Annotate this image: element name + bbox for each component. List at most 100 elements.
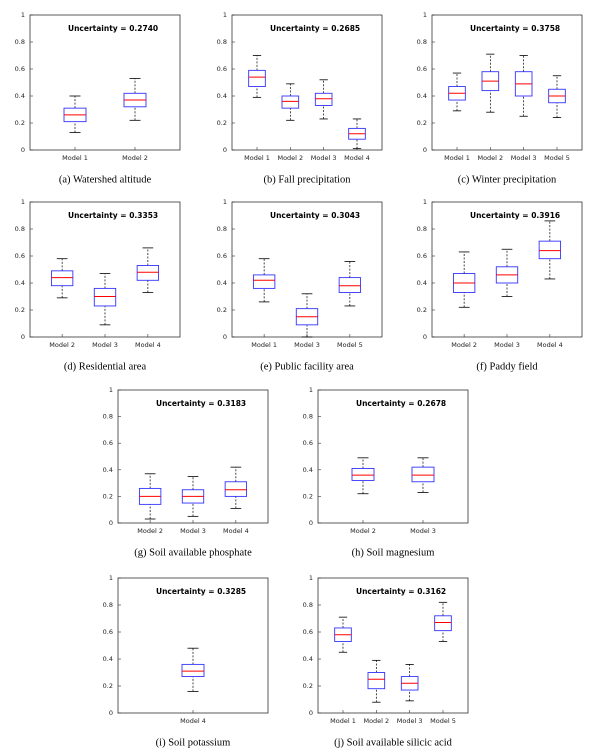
y-tick-label: 0.4	[217, 92, 227, 100]
y-tick-label: 0.4	[103, 655, 113, 663]
y-tick-label: 0.4	[15, 92, 25, 100]
y-tick-label: 0.6	[417, 65, 427, 73]
annotation: Uncertainty = 0.3162	[356, 587, 446, 596]
x-tick-label: Model 5	[544, 154, 570, 162]
annotation: Uncertainty = 0.3758	[470, 24, 560, 33]
box	[314, 92, 333, 106]
y-tick-label: 0.8	[303, 413, 313, 421]
y-tick-label: 1	[423, 198, 427, 206]
x-tick-label: Model 1	[251, 341, 277, 349]
x-tick-label: Model 3	[92, 341, 118, 349]
y-tick-label: 0.6	[303, 439, 313, 447]
y-tick-label: 1	[309, 386, 313, 394]
y-tick-label: 0.6	[217, 65, 227, 73]
y-tick-label: 0.2	[103, 492, 113, 500]
x-tick-label: Model 3	[410, 527, 436, 535]
y-tick-label: 0.6	[303, 628, 313, 636]
y-tick-label: 0.2	[217, 119, 227, 127]
box	[367, 672, 386, 690]
y-tick-label: 0.4	[417, 279, 427, 287]
caption: (j) Soil available silicic acid	[334, 737, 453, 748]
x-tick-label: Model 3	[180, 527, 206, 535]
x-tick-label: Model 1	[330, 717, 356, 725]
x-tick-label: Model 2	[49, 341, 75, 349]
y-tick-label: 0.4	[303, 466, 313, 474]
plot-frame	[29, 14, 181, 151]
x-tick-label: Model 1	[444, 154, 470, 162]
y-tick-label: 0.2	[303, 682, 313, 690]
y-tick-label: 0.2	[103, 682, 113, 690]
x-tick-label: Model 4	[135, 341, 161, 349]
x-tick-label: Model 3	[511, 154, 537, 162]
x-tick-label: Model 3	[294, 341, 320, 349]
plot-frame	[317, 389, 469, 524]
y-tick-label: 0.8	[15, 225, 25, 233]
y-tick-label: 1	[21, 11, 25, 19]
caption: (d) Residential area	[64, 361, 147, 372]
x-tick-label: Model 2	[451, 341, 477, 349]
y-tick-label: 1	[109, 574, 113, 582]
x-tick-label: Model 5	[430, 717, 456, 725]
caption: (b) Fall precipitation	[264, 174, 352, 185]
x-tick-label: Model 2	[350, 527, 376, 535]
x-tick-label: Model 1	[62, 154, 88, 162]
y-tick-label: 0.4	[15, 279, 25, 287]
y-tick-label: 1	[109, 386, 113, 394]
x-tick-label: Model 4	[180, 717, 206, 725]
y-tick-label: 1	[21, 198, 25, 206]
box	[93, 287, 117, 307]
x-tick-label: Model 3	[397, 717, 423, 725]
box	[136, 265, 160, 281]
y-tick-label: 0	[423, 333, 427, 341]
y-tick-label: 0.2	[303, 492, 313, 500]
y-tick-label: 0.4	[303, 655, 313, 663]
y-tick-label: 0.2	[417, 306, 427, 314]
y-tick-label: 0	[309, 709, 313, 717]
plot-frame	[117, 577, 269, 714]
annotation: Uncertainty = 0.3043	[270, 211, 360, 220]
annotation: Uncertainty = 0.3353	[68, 211, 158, 220]
x-tick-label: Model 2	[363, 717, 389, 725]
y-tick-label: 0	[423, 146, 427, 154]
y-tick-label: 0.2	[15, 306, 25, 314]
y-tick-label: 0.6	[217, 252, 227, 260]
box	[338, 277, 362, 293]
caption: (h) Soil magnesium	[352, 547, 435, 558]
caption: (c) Winter precipitation	[458, 174, 557, 185]
annotation: Uncertainty = 0.3916	[470, 211, 560, 220]
y-tick-label: 0.2	[15, 119, 25, 127]
y-tick-label: 0.4	[217, 279, 227, 287]
box	[538, 240, 562, 260]
y-tick-label: 0	[109, 519, 113, 527]
x-tick-label: Model 2	[477, 154, 503, 162]
box	[252, 274, 276, 289]
box	[248, 69, 266, 87]
y-tick-label: 0.6	[417, 252, 427, 260]
y-tick-label: 0	[109, 709, 113, 717]
y-tick-label: 0.8	[217, 225, 227, 233]
caption: (i) Soil potassium	[156, 737, 231, 748]
y-tick-label: 0	[223, 333, 227, 341]
x-tick-label: Model 4	[223, 527, 249, 535]
y-tick-label: 0.2	[417, 119, 427, 127]
annotation: Uncertainty = 0.2678	[356, 399, 446, 408]
plot-frame	[231, 14, 383, 151]
y-tick-label: 0	[223, 146, 227, 154]
annotation: Uncertainty = 0.2685	[270, 24, 360, 33]
annotation: Uncertainty = 0.2740	[68, 24, 158, 33]
annotation: Uncertainty = 0.3183	[156, 399, 246, 408]
x-tick-label: Model 2	[122, 154, 148, 162]
y-tick-label: 0.8	[303, 601, 313, 609]
box	[351, 468, 375, 481]
y-tick-label: 1	[223, 198, 227, 206]
y-tick-label: 0.4	[417, 92, 427, 100]
x-tick-label: Model 3	[311, 154, 337, 162]
x-tick-label: Model 5	[337, 341, 363, 349]
y-tick-label: 0	[309, 519, 313, 527]
plot-frame	[431, 14, 583, 151]
box	[50, 270, 74, 287]
y-tick-label: 1	[223, 11, 227, 19]
y-tick-label: 0.2	[217, 306, 227, 314]
x-tick-label: Model 2	[277, 154, 303, 162]
